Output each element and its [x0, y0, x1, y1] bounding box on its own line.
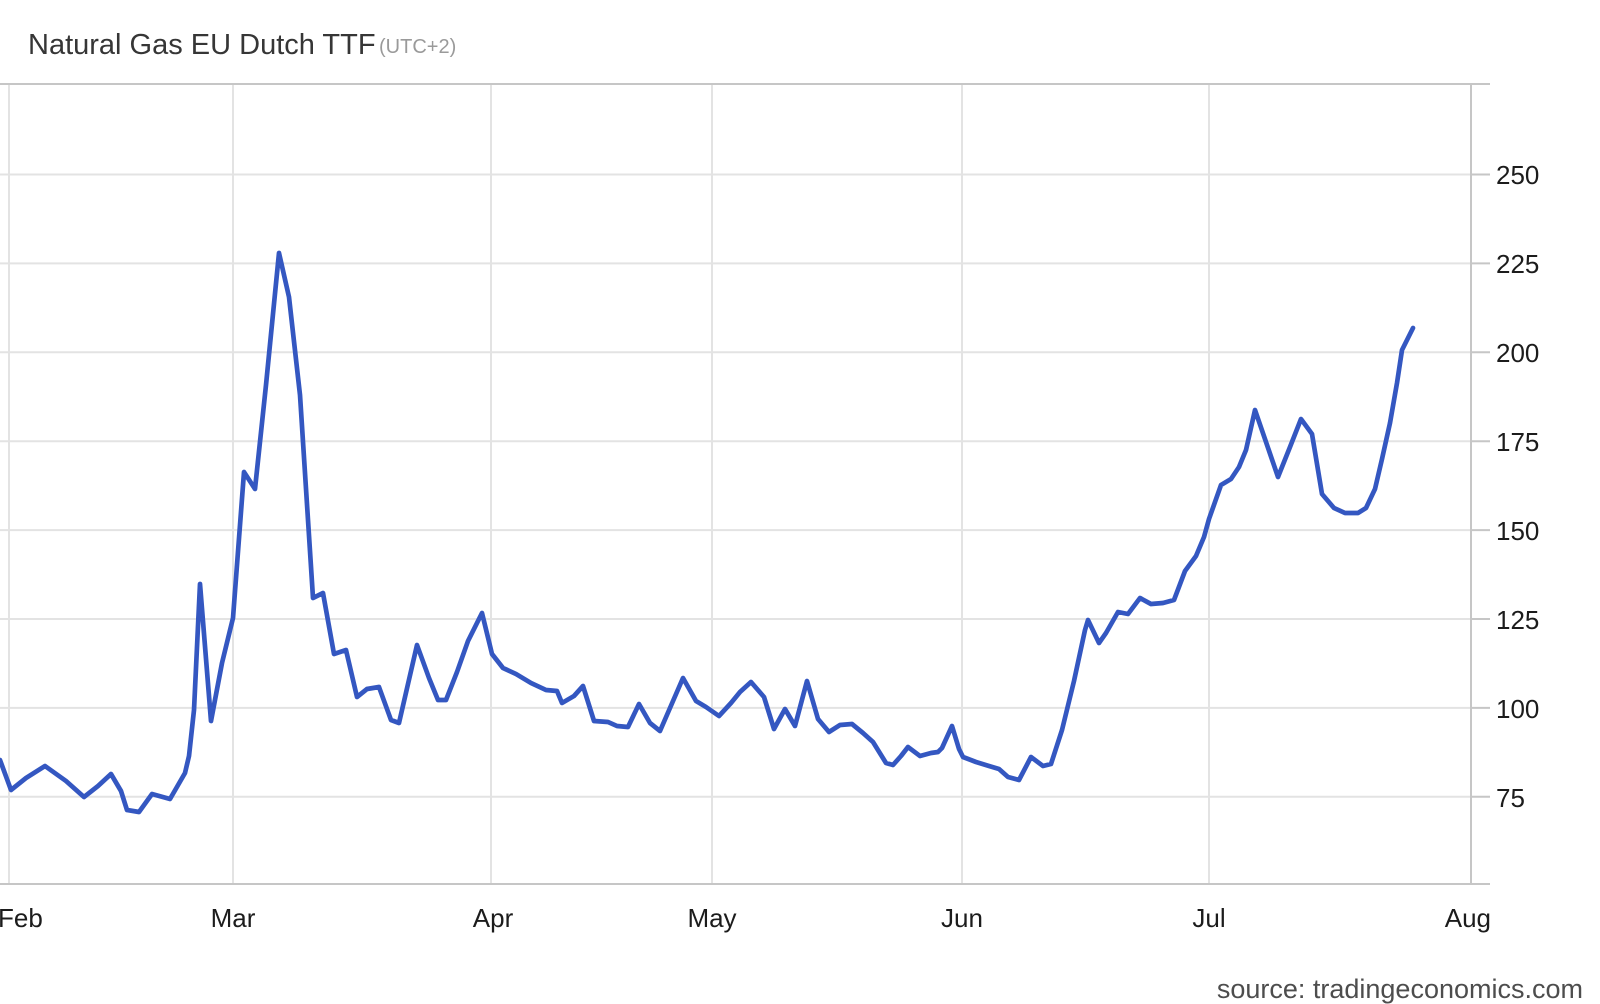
- svg-text:100: 100: [1496, 694, 1539, 724]
- svg-text:150: 150: [1496, 516, 1539, 546]
- svg-text:May: May: [687, 903, 736, 933]
- svg-text:175: 175: [1496, 427, 1539, 457]
- svg-text:225: 225: [1496, 249, 1539, 279]
- svg-text:125: 125: [1496, 605, 1539, 635]
- svg-text:75: 75: [1496, 783, 1525, 813]
- svg-text:250: 250: [1496, 160, 1539, 190]
- svg-text:Jun: Jun: [941, 903, 983, 933]
- svg-text:Aug: Aug: [1445, 903, 1491, 933]
- svg-text:Natural Gas EU Dutch TTF: Natural Gas EU Dutch TTF: [28, 29, 376, 61]
- svg-text:Feb: Feb: [0, 903, 43, 933]
- svg-text:Jul: Jul: [1192, 903, 1225, 933]
- svg-text:(UTC+2): (UTC+2): [379, 36, 456, 58]
- svg-text:source: tradingeconomics.com: source: tradingeconomics.com: [1217, 974, 1583, 1004]
- svg-text:Apr: Apr: [473, 903, 514, 933]
- svg-text:Mar: Mar: [211, 903, 256, 933]
- svg-text:200: 200: [1496, 338, 1539, 368]
